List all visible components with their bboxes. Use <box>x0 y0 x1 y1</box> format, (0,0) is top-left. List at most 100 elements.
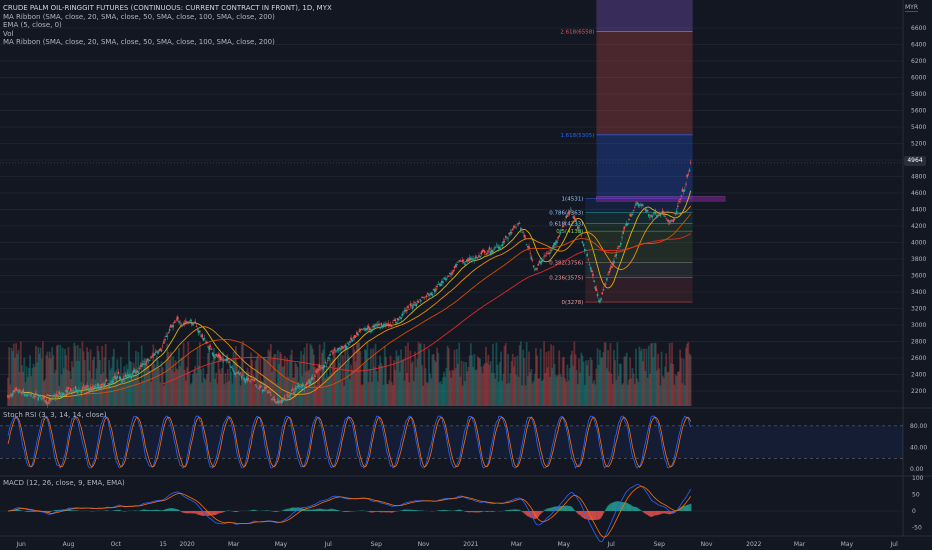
volume-bar <box>509 373 512 406</box>
candle-body <box>288 396 291 398</box>
volume-bar <box>94 379 97 406</box>
stoch-rsi-label[interactable]: Stoch RSI (3, 3, 14, 14, close) <box>3 411 107 419</box>
candle-body <box>211 352 214 355</box>
macd-histogram-bar <box>689 503 692 511</box>
volume-bar <box>617 375 620 406</box>
volume-bar <box>564 378 566 406</box>
candle-body <box>87 388 90 389</box>
candle-body <box>29 394 31 396</box>
volume-bar <box>181 357 184 406</box>
macd-histogram-bar <box>379 511 381 513</box>
macd-histogram-bar <box>194 511 197 514</box>
candle-body <box>506 237 508 238</box>
volume-bar <box>659 385 662 406</box>
macd-histogram-bar <box>528 511 530 517</box>
macd-histogram-bar <box>75 510 78 511</box>
candle-body <box>218 355 221 358</box>
candle-body <box>164 339 166 341</box>
macd-histogram-bar <box>489 511 492 512</box>
macd-histogram-bar <box>566 505 569 511</box>
candle-body <box>688 169 691 172</box>
time-tick-label: May <box>558 541 571 548</box>
macd-histogram-bar <box>347 511 350 512</box>
macd-histogram-bar <box>390 511 393 513</box>
volume-bar <box>172 356 175 406</box>
macd-histogram-bar <box>303 509 306 511</box>
volume-bar <box>522 349 525 406</box>
candle-body <box>454 264 457 267</box>
macd-histogram-bar <box>601 511 604 516</box>
candle-body <box>653 212 656 214</box>
candle-body <box>521 229 523 231</box>
volume-bar <box>379 355 382 406</box>
volume-bar <box>656 370 658 406</box>
volume-bar <box>632 373 635 406</box>
macd-tick-label: 0 <box>912 508 916 515</box>
volume-bar <box>203 378 206 406</box>
legend-ma-ribbon-2[interactable]: MA Ribbon (SMA, close, 20, SMA, close, 5… <box>3 38 275 47</box>
candle-body <box>390 326 393 327</box>
candle-body <box>296 385 299 387</box>
macd-histogram-bar <box>680 506 683 511</box>
volume-bar <box>217 353 220 406</box>
macd-histogram-bar <box>509 509 512 511</box>
macd-histogram-bar <box>490 511 493 512</box>
legend-vol[interactable]: Vol <box>3 29 14 38</box>
candle-body <box>524 237 527 240</box>
macd-label[interactable]: MACD (12, 26, close, 9, EMA, EMA) <box>3 479 125 487</box>
volume-bar <box>473 353 476 406</box>
candle-body <box>538 260 541 263</box>
macd-histogram-bar <box>493 511 495 512</box>
candle-body <box>75 389 78 392</box>
macd-histogram-bar <box>532 511 535 519</box>
macd-histogram-bar <box>189 511 192 514</box>
candle-body <box>320 367 322 369</box>
volume-bar <box>58 385 61 406</box>
candle-body <box>274 401 277 404</box>
macd-histogram-bar <box>15 509 17 511</box>
volume-bar <box>332 348 335 406</box>
macd-histogram-bar <box>150 510 152 511</box>
volume-bar <box>476 356 479 406</box>
macd-histogram-bar <box>413 509 415 511</box>
volume-bar <box>526 376 529 406</box>
candle-body <box>406 309 408 312</box>
volume-bars <box>7 341 692 406</box>
macd-histogram-bar <box>117 509 120 511</box>
legend-ma-ribbon-1[interactable]: MA Ribbon (SMA, close, 20, SMA, close, 5… <box>3 12 275 21</box>
volume-bar <box>125 364 128 406</box>
macd-histogram-bar <box>58 509 60 511</box>
macd-histogram-bar <box>30 511 33 512</box>
candle-body <box>153 353 156 356</box>
candle-body <box>621 237 623 238</box>
volume-bar <box>624 356 627 406</box>
macd-histogram-bar <box>684 505 686 511</box>
candle-body <box>665 217 668 219</box>
volume-bar <box>36 362 38 406</box>
volume-bar <box>283 356 286 406</box>
macd-histogram-bar <box>388 511 391 513</box>
time-tick-label: Jul <box>324 541 333 548</box>
macd-histogram-bar <box>549 507 551 511</box>
macd-histogram-bar <box>460 510 463 511</box>
candle-body <box>594 286 597 289</box>
macd-histogram-bar <box>104 510 107 511</box>
candle-body <box>444 278 447 280</box>
macd-histogram-bar <box>29 511 31 512</box>
volume-bar <box>200 369 202 406</box>
volume-bar <box>440 384 443 406</box>
candle-body <box>209 345 212 347</box>
macd-histogram-bar <box>597 511 600 520</box>
volume-bar <box>481 373 484 406</box>
candle-body <box>139 364 142 367</box>
volume-bar <box>400 349 402 406</box>
candle-body <box>682 189 685 192</box>
candle-body <box>315 370 317 373</box>
volume-bar <box>547 350 550 406</box>
candle-body <box>349 341 351 343</box>
candle-body <box>403 309 406 312</box>
legend-ema[interactable]: EMA (5, close, 0) <box>3 21 62 30</box>
currency-label[interactable]: MYR <box>905 4 919 12</box>
candle-body <box>374 324 377 326</box>
